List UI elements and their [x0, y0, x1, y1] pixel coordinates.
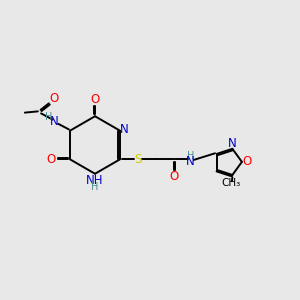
Text: H: H	[91, 182, 99, 192]
Text: N: N	[50, 115, 58, 128]
Text: O: O	[90, 93, 100, 106]
Text: N: N	[120, 123, 129, 136]
Text: O: O	[243, 155, 252, 168]
Text: NH: NH	[86, 174, 104, 187]
Text: CH₃: CH₃	[221, 178, 241, 188]
Text: S: S	[134, 153, 142, 166]
Text: N: N	[228, 137, 237, 150]
Text: H: H	[187, 152, 194, 161]
Text: O: O	[47, 153, 56, 166]
Text: O: O	[49, 92, 58, 105]
Text: N: N	[186, 155, 195, 168]
Text: H: H	[45, 112, 53, 122]
Text: O: O	[169, 170, 178, 183]
